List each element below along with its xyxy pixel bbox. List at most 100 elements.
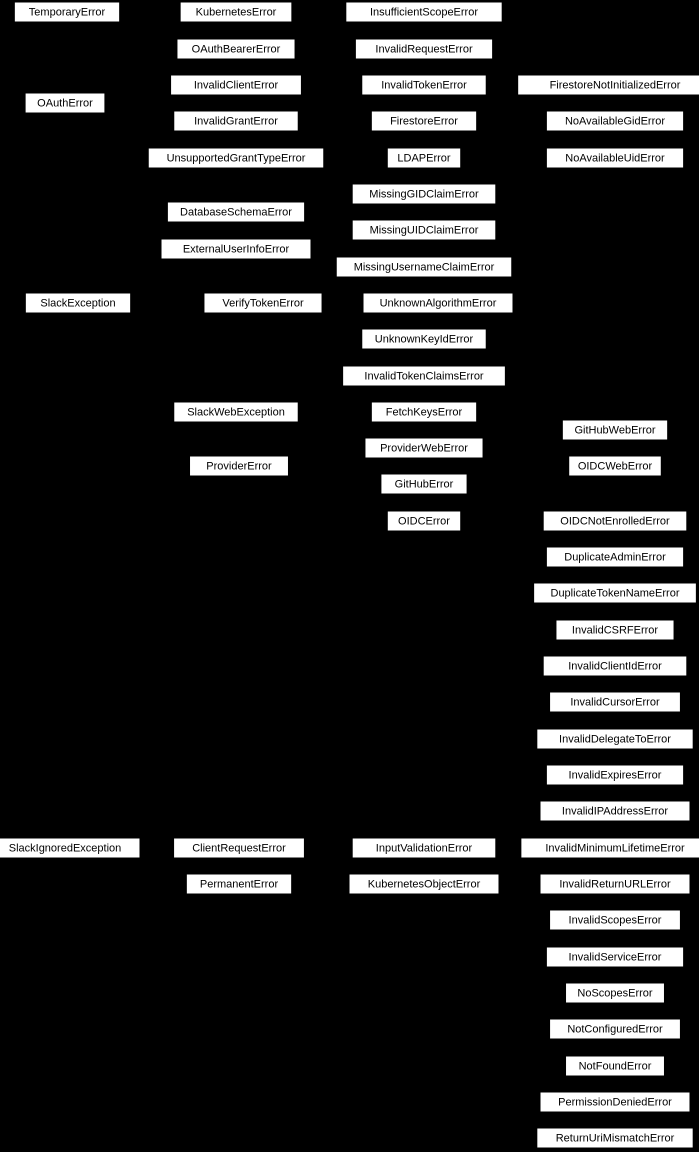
node-label: UnknownKeyIdError	[375, 333, 474, 345]
node-label: SlackIgnoredException	[9, 842, 122, 854]
node-GitHubError: GitHubError	[381, 474, 467, 494]
node-ReturnUriMismatchError: ReturnUriMismatchError	[537, 1128, 693, 1148]
edge-SlackException-ExternalUserInfoError	[131, 249, 161, 303]
edges-layer	[105, 12, 569, 1138]
node-label: FirestoreNotInitializedError	[550, 79, 681, 91]
node-InvalidRequestError: InvalidRequestError	[355, 39, 492, 59]
node-label: InvalidServiceError	[569, 951, 662, 963]
node-PermissionDeniedError: PermissionDeniedError	[540, 1092, 690, 1112]
node-label: MissingUsernameClaimError	[354, 261, 495, 273]
node-FetchKeysError: FetchKeysError	[371, 402, 476, 422]
node-label: InputValidationError	[376, 842, 473, 854]
node-label: GitHubError	[395, 478, 454, 490]
node-label: UnknownAlgorithmError	[380, 297, 497, 309]
node-OIDCNotEnrolledError: OIDCNotEnrolledError	[543, 511, 687, 531]
node-label: NoScopesError	[577, 987, 653, 999]
node-label: InvalidMinimumLifetimeError	[545, 842, 685, 854]
edge-FirestoreError-NoAvailableUidError	[477, 121, 547, 158]
node-DatabaseSchemaError: DatabaseSchemaError	[167, 202, 304, 222]
node-label: ReturnUriMismatchError	[556, 1132, 675, 1144]
node-OAuthError: OAuthError	[25, 93, 105, 113]
node-InvalidTokenError: InvalidTokenError	[362, 75, 486, 95]
node-label: InvalidReturnURLError	[559, 878, 671, 890]
node-label: InvalidClientIdError	[568, 660, 662, 672]
node-InvalidScopesError: InvalidScopesError	[550, 910, 681, 930]
node-InsufficientScopeError: InsufficientScopeError	[346, 2, 502, 22]
node-NotConfiguredError: NotConfiguredError	[550, 1019, 681, 1039]
node-label: InvalidTokenClaimsError	[364, 370, 484, 382]
node-label: OIDCError	[398, 515, 450, 527]
edge-ProviderError-GitHubError	[288, 466, 380, 484]
node-OAuthBearerError: OAuthBearerError	[177, 39, 295, 59]
class-hierarchy-diagram: TemporaryError OAuthError SlackException Sl…	[0, 0, 699, 1152]
edge-OAuthError-OAuthBearerError	[105, 49, 177, 103]
node-label: OIDCWebError	[578, 460, 653, 472]
node-InvalidDelegateToError: InvalidDelegateToError	[537, 729, 693, 749]
node-label: DuplicateTokenNameError	[551, 587, 680, 599]
edge-SlackException-ProviderError	[131, 303, 190, 466]
node-label: VerifyTokenError	[222, 297, 304, 309]
node-InvalidIPAddressError: InvalidIPAddressError	[540, 801, 690, 821]
node-label: ProviderWebError	[380, 442, 468, 454]
node-KubernetesError: KubernetesError	[180, 2, 292, 22]
node-InvalidGrantError: InvalidGrantError	[174, 111, 298, 131]
node-label: NotFoundError	[579, 1060, 652, 1072]
edge-OAuthBearerError-InvalidTokenError	[295, 49, 362, 85]
node-NotFoundError: NotFoundError	[566, 1056, 665, 1076]
node-label: InvalidCursorError	[570, 696, 660, 708]
edge-InputValidationError-DuplicateTokenNameError	[496, 593, 534, 848]
node-GitHubWebError: GitHubWebError	[562, 420, 667, 440]
node-label: NotConfiguredError	[567, 1023, 663, 1035]
node-SlackWebException: SlackWebException	[174, 402, 298, 422]
node-UnsupportedGrantTypeError: UnsupportedGrantTypeError	[148, 148, 324, 168]
node-label: DuplicateAdminError	[564, 551, 666, 563]
node-label: TemporaryError	[29, 6, 106, 18]
node-UnknownKeyIdError: UnknownKeyIdError	[362, 329, 486, 349]
node-label: InvalidDelegateToError	[559, 733, 671, 745]
node-InvalidMinimumLifetimeError: InvalidMinimumLifetimeError	[521, 838, 699, 858]
edge-VerifyTokenError-FetchKeysError	[322, 303, 371, 412]
node-OIDCWebError: OIDCWebError	[569, 456, 662, 476]
node-SlackIgnoredException: SlackIgnoredException	[0, 838, 140, 858]
node-TemporaryError: TemporaryError	[14, 2, 119, 22]
node-ProviderError: ProviderError	[190, 456, 289, 476]
node-label: OAuthError	[37, 97, 93, 109]
node-label: PermissionDeniedError	[558, 1096, 672, 1108]
node-label: FirestoreError	[390, 115, 458, 127]
node-InputValidationError: InputValidationError	[352, 838, 496, 858]
node-InvalidClientError: InvalidClientError	[171, 75, 302, 95]
node-DuplicateTokenNameError: DuplicateTokenNameError	[534, 583, 697, 603]
node-label: SlackException	[40, 297, 115, 309]
node-label: NoAvailableUidError	[565, 152, 665, 164]
node-label: InvalidCSRFError	[572, 624, 659, 636]
node-NoAvailableGidError: NoAvailableGidError	[546, 111, 683, 131]
edge-OAuthError-InvalidClientError	[105, 85, 171, 103]
node-label: OAuthBearerError	[192, 43, 281, 55]
edge-VerifyTokenError-InvalidTokenClaimsError	[322, 303, 343, 376]
node-label: LDAPError	[397, 152, 451, 164]
node-label: ClientRequestError	[192, 842, 286, 854]
node-FirestoreError: FirestoreError	[371, 111, 476, 131]
node-label: UnsupportedGrantTypeError	[167, 152, 306, 164]
node-label: MissingGIDClaimError	[369, 188, 479, 200]
node-MissingUsernameClaimError: MissingUsernameClaimError	[336, 257, 512, 277]
node-InvalidReturnURLError: InvalidReturnURLError	[540, 874, 690, 894]
node-InvalidExpiresError: InvalidExpiresError	[546, 765, 683, 785]
node-label: InvalidIPAddressError	[562, 805, 669, 817]
edge-OAuthBearerError-InsufficientScopeError	[295, 12, 346, 49]
node-label: KubernetesObjectError	[368, 878, 481, 890]
edge-ProviderWebError-GitHubWebError	[483, 430, 562, 448]
node-SlackException: SlackException	[25, 293, 130, 313]
node-FirestoreNotInitializedError: FirestoreNotInitializedError	[518, 75, 699, 95]
edge-InputValidationError-PermissionDeniedError	[496, 848, 540, 1102]
node-label: InvalidRequestError	[375, 43, 473, 55]
node-label: DatabaseSchemaError	[180, 206, 292, 218]
node-InvalidTokenClaimsError: InvalidTokenClaimsError	[343, 366, 506, 386]
node-InvalidCSRFError: InvalidCSRFError	[556, 620, 674, 640]
node-label: MissingUIDClaimError	[370, 224, 479, 236]
node-label: InvalidTokenError	[381, 79, 467, 91]
node-label: ExternalUserInfoError	[183, 243, 290, 255]
node-label: OIDCNotEnrolledError	[560, 515, 670, 527]
edge-InputValidationError-InvalidServiceError	[496, 848, 547, 957]
edge-OAuthError-InvalidGrantError	[105, 103, 174, 121]
